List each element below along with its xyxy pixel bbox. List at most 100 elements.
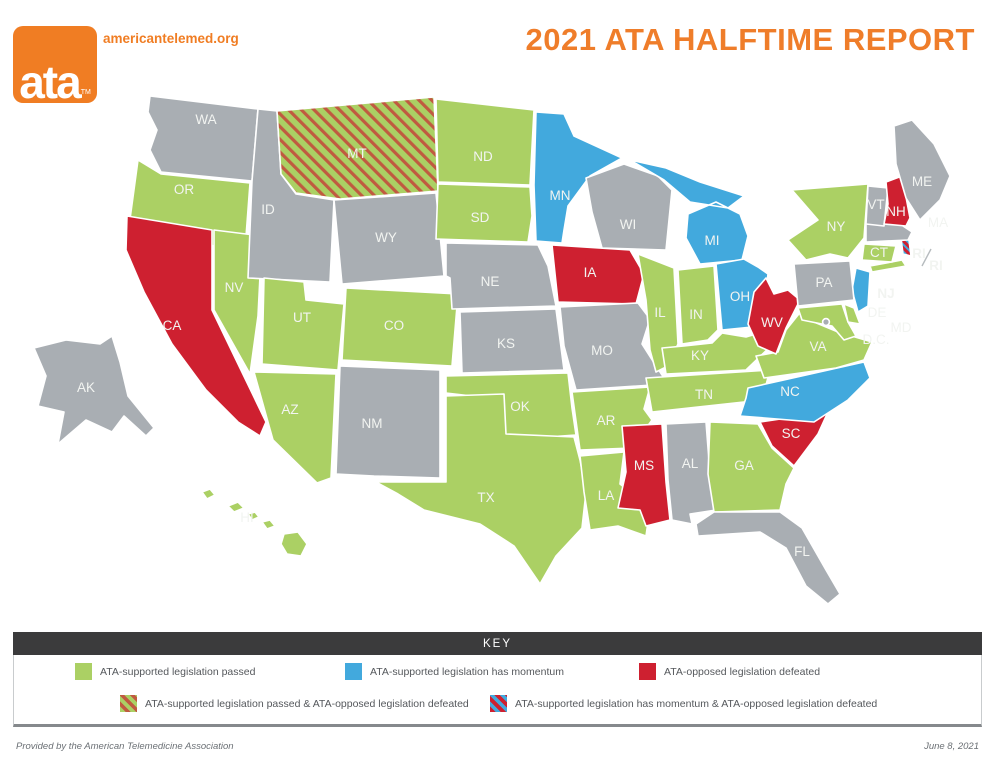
key-item-momentum-label: ATA-supported legislation has momentum xyxy=(370,665,564,678)
state-mi xyxy=(629,159,749,265)
state-label-va: VA xyxy=(809,339,826,354)
key-item-passed-defeated: ATA-supported legislation passed & ATA-o… xyxy=(120,695,469,712)
footer-date: June 8, 2021 xyxy=(924,741,979,752)
state-label-ar: AR xyxy=(597,413,616,428)
ata-logo-text: ata xyxy=(19,55,82,108)
state-de xyxy=(843,303,861,325)
state-label-dc: D.C. xyxy=(863,332,890,347)
state-label-tn: TN xyxy=(695,387,713,402)
state-label-ri-blue: RI xyxy=(929,258,943,273)
state-label-al: AL xyxy=(682,456,699,471)
state-label-ak: AK xyxy=(77,380,95,395)
state-label-ks: KS xyxy=(497,336,515,351)
state-ia xyxy=(551,244,645,305)
state-il xyxy=(637,253,679,373)
state-hi xyxy=(201,488,308,557)
state-az xyxy=(253,371,337,484)
momentum-defeated-swatch xyxy=(490,695,507,712)
state-label-az: AZ xyxy=(281,402,298,417)
state-fl xyxy=(695,511,841,605)
state-label-or: OR xyxy=(174,182,195,197)
state-label-mn: MN xyxy=(550,188,571,203)
state-ms xyxy=(617,423,671,527)
state-label-sd: SD xyxy=(471,210,490,225)
state-co xyxy=(341,287,459,367)
state-label-sc: SC xyxy=(782,426,801,441)
key-title: KEY xyxy=(482,637,512,650)
state-ga xyxy=(707,421,795,513)
key-item-passed-defeated-label: ATA-supported legislation passed & ATA-o… xyxy=(145,697,469,710)
state-label-mi: MI xyxy=(705,233,720,248)
key-item-passed: ATA-supported legislation passed xyxy=(75,663,255,680)
state-nd xyxy=(435,98,535,186)
state-label-il: IL xyxy=(654,305,666,320)
key-body: ATA-supported legislation passed ATA-sup… xyxy=(13,655,982,727)
key-item-passed-label: ATA-supported legislation passed xyxy=(100,665,256,678)
state-label-fl: FL xyxy=(794,544,810,559)
website-link[interactable]: americantelemed.org xyxy=(103,31,239,46)
key-header: KEY xyxy=(13,632,982,655)
us-status-map: WA OR CA ID NV MT WY UT CO AZ NM ND SD N… xyxy=(0,78,995,630)
state-label-ms: MS xyxy=(634,458,654,473)
state-label-ne: NE xyxy=(481,274,500,289)
state-label-tx: TX xyxy=(477,490,494,505)
state-label-nv: NV xyxy=(225,280,244,295)
state-label-hi: HI xyxy=(240,510,254,525)
state-ut xyxy=(261,277,345,371)
state-wi xyxy=(585,163,673,251)
state-label-co: CO xyxy=(384,318,404,333)
state-label-la: LA xyxy=(598,488,615,503)
state-label-mo: MO xyxy=(591,343,613,358)
state-ca xyxy=(125,215,267,437)
state-label-id: ID xyxy=(261,202,275,217)
state-ks xyxy=(459,308,565,374)
key-item-defeated: ATA-opposed legislation defeated xyxy=(639,663,820,680)
state-label-me: ME xyxy=(912,174,932,189)
state-label-wi: WI xyxy=(620,217,637,232)
state-label-mt: MT xyxy=(347,146,367,161)
state-label-ok: OK xyxy=(510,399,530,414)
state-label-nj: NJ xyxy=(877,286,894,301)
ata-logo-trademark: TM xyxy=(80,89,91,96)
state-tx xyxy=(375,393,587,585)
state-nc xyxy=(739,361,871,423)
passed-swatch xyxy=(75,663,92,680)
map-key: KEY ATA-supported legislation passed ATA… xyxy=(13,632,982,727)
state-wy xyxy=(333,192,445,285)
footer-provider: Provided by the American Telemedicine As… xyxy=(16,741,234,752)
state-dc-dot xyxy=(821,317,831,327)
state-label-wv: WV xyxy=(761,315,783,330)
state-label-md: MD xyxy=(891,320,912,335)
momentum-swatch xyxy=(345,663,362,680)
state-nm xyxy=(335,365,441,479)
state-ak xyxy=(33,335,155,445)
state-label-nc: NC xyxy=(780,384,800,399)
state-label-vt: VT xyxy=(867,197,884,212)
state-label-ma: MA xyxy=(928,215,948,230)
state-label-ny: NY xyxy=(827,219,846,234)
state-label-ia: IA xyxy=(584,265,597,280)
state-wa xyxy=(147,95,259,182)
key-item-defeated-label: ATA-opposed legislation defeated xyxy=(664,665,821,678)
state-label-ri-red: RI xyxy=(912,246,926,261)
state-label-de: DE xyxy=(868,305,887,320)
state-mn xyxy=(533,111,623,244)
state-ne xyxy=(445,242,557,310)
state-ct xyxy=(861,243,897,263)
state-label-wy: WY xyxy=(375,230,397,245)
state-in xyxy=(677,265,719,345)
page-title: 2021 ATA HALFTIME REPORT xyxy=(525,22,975,57)
defeated-swatch xyxy=(639,663,656,680)
passed-defeated-swatch xyxy=(120,695,137,712)
state-label-wa: WA xyxy=(195,112,216,127)
state-label-nd: ND xyxy=(473,149,493,164)
state-wv xyxy=(747,277,801,355)
state-pa xyxy=(793,260,855,307)
state-label-nm: NM xyxy=(362,416,383,431)
state-label-ct: CT xyxy=(870,245,888,260)
state-label-pa: PA xyxy=(815,275,832,290)
state-label-ca: CA xyxy=(163,318,182,333)
state-la xyxy=(579,451,651,537)
key-item-momentum-defeated: ATA-supported legislation has momentum &… xyxy=(490,695,877,712)
